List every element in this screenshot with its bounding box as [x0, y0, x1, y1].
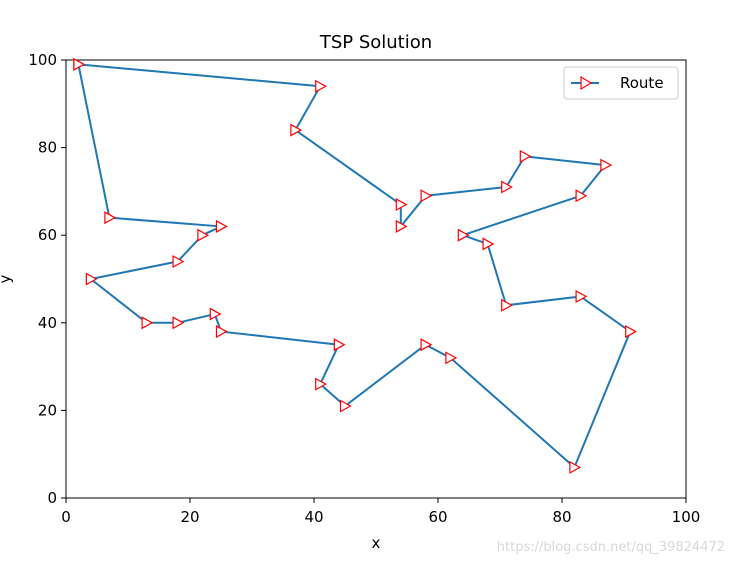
route-marker [333, 338, 346, 352]
route-marker [209, 307, 222, 321]
watermark: https://blog.csdn.net/qq_39824472 [496, 540, 725, 555]
route-marker [315, 79, 327, 93]
route-marker [519, 149, 532, 163]
route-marker [575, 290, 588, 304]
y-tick-label: 40 [38, 314, 57, 332]
y-tick-label: 0 [47, 489, 57, 507]
x-tick-label: 40 [304, 508, 323, 526]
route-marker [575, 189, 588, 203]
plot-area [65, 59, 687, 499]
route-marker [395, 219, 408, 233]
legend: Route [563, 66, 679, 100]
legend-box [563, 66, 679, 100]
route-marker [172, 316, 185, 330]
chart-title: TSP Solution [319, 32, 432, 53]
route-marker [141, 316, 154, 330]
route-marker [569, 460, 582, 474]
series-layer [73, 57, 637, 474]
route-marker [197, 228, 210, 242]
x-tick-label: 100 [672, 508, 701, 526]
x-tick-label: 0 [61, 508, 71, 526]
x-axis-label: x [372, 534, 381, 552]
route-marker [395, 198, 408, 212]
route-marker [215, 219, 228, 233]
route-marker [501, 180, 513, 194]
route-marker [315, 377, 327, 391]
route-marker [104, 211, 117, 225]
route-marker [625, 325, 637, 339]
route-marker [420, 189, 433, 203]
legend-route-label: Route [620, 74, 664, 92]
route-marker [339, 399, 352, 413]
route-marker [445, 351, 458, 365]
y-tick-label: 20 [38, 401, 57, 419]
route-marker [501, 298, 513, 312]
route-marker [290, 123, 303, 137]
route-marker [457, 228, 470, 242]
route-marker [600, 158, 613, 172]
route-marker [73, 57, 86, 71]
route-marker [172, 254, 185, 268]
route-marker [482, 237, 495, 251]
x-tick-label: 60 [428, 508, 447, 526]
y-tick-label: 80 [38, 139, 57, 157]
y-axis-label: y [0, 274, 14, 283]
y-axis: 0 20 40 60 80 100 [28, 51, 66, 507]
route-marker [420, 338, 433, 352]
plot-frame [65, 59, 687, 499]
x-axis: 0 20 40 60 80 100 [61, 498, 700, 526]
route-marker [85, 272, 98, 286]
y-tick-label: 100 [28, 51, 57, 69]
route-marker [215, 325, 228, 339]
x-tick-label: 80 [552, 508, 571, 526]
y-tick-label: 60 [38, 226, 57, 244]
legend-route-marker [580, 75, 593, 91]
x-tick-label: 20 [180, 508, 199, 526]
